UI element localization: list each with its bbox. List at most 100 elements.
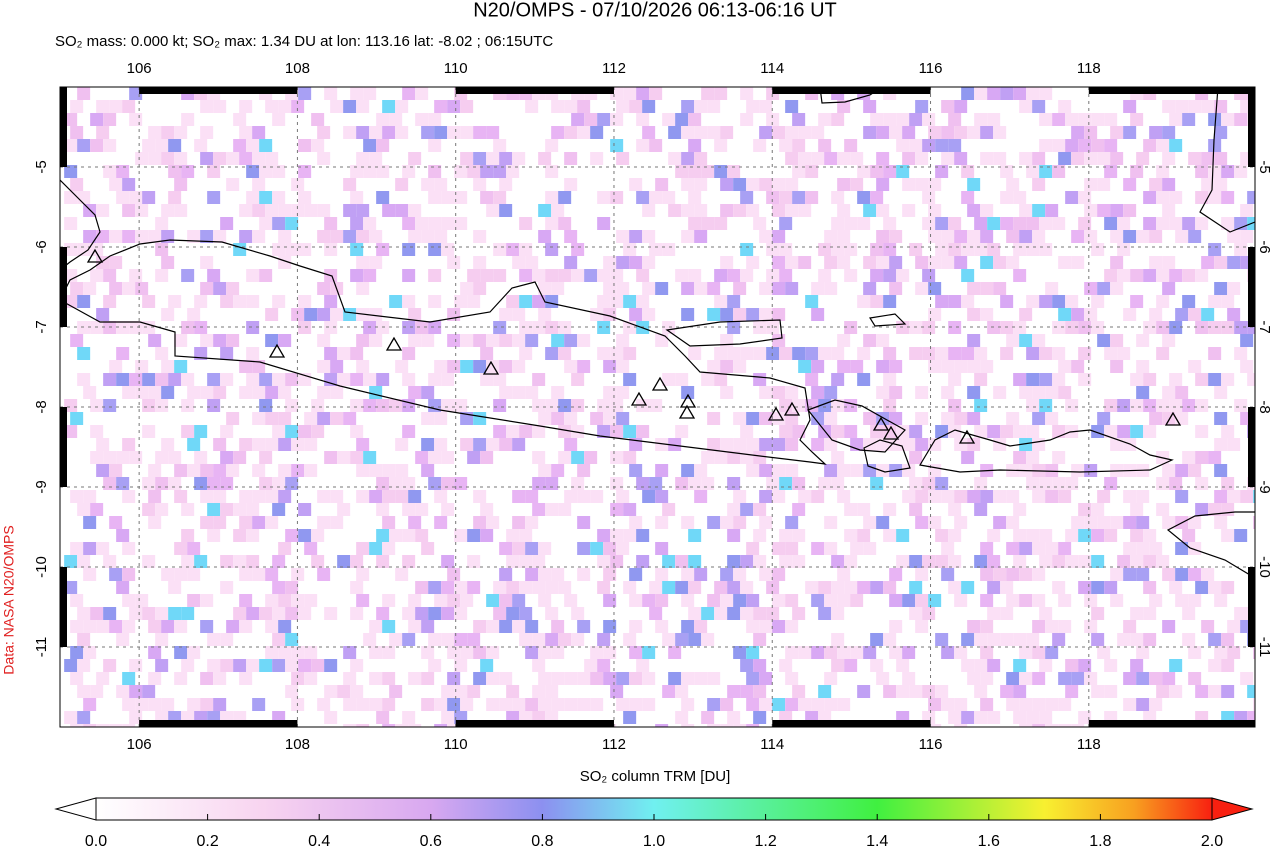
- texture-cell: [545, 347, 559, 360]
- texture-cell: [408, 204, 422, 217]
- texture-cell: [135, 698, 149, 711]
- texture-cell: [1188, 542, 1202, 555]
- texture-cell: [259, 659, 273, 672]
- texture-cell: [1026, 347, 1040, 360]
- frame-stripe: [60, 87, 67, 167]
- texture-cell: [870, 165, 884, 178]
- texture-cell: [954, 256, 968, 269]
- texture-cell: [733, 594, 747, 607]
- texture-cell: [402, 555, 416, 568]
- texture-cell: [785, 256, 799, 269]
- texture-cell: [1234, 321, 1248, 334]
- texture-cell: [941, 568, 955, 581]
- texture-cell: [584, 113, 598, 126]
- texture-cell: [733, 724, 747, 727]
- texture-cell: [96, 620, 110, 633]
- texture-cell: [603, 646, 617, 659]
- texture-cell: [954, 646, 968, 659]
- texture-cell: [681, 464, 695, 477]
- texture-cell: [369, 256, 383, 269]
- texture-cell: [889, 230, 903, 243]
- texture-cell: [1019, 152, 1033, 165]
- texture-cell: [304, 308, 318, 321]
- texture-cell: [512, 334, 526, 347]
- texture-cell: [174, 360, 188, 373]
- texture-cell: [467, 633, 481, 646]
- texture-cell: [1071, 256, 1085, 269]
- texture-cell: [122, 386, 136, 399]
- texture-cell: [629, 698, 643, 711]
- texture-cell: [870, 425, 884, 438]
- texture-cell: [1065, 399, 1079, 412]
- texture-cell: [889, 594, 903, 607]
- texture-cell: [688, 607, 702, 620]
- texture-cell: [525, 542, 539, 555]
- texture-cell: [447, 126, 461, 139]
- texture-cell: [1026, 711, 1040, 724]
- texture-cell: [746, 620, 760, 633]
- texture-cell: [1136, 334, 1150, 347]
- texture-cell: [954, 724, 968, 727]
- texture-cell: [967, 178, 981, 191]
- texture-cell: [753, 607, 767, 620]
- texture-cell: [77, 633, 91, 646]
- texture-cell: [909, 477, 923, 490]
- texture-cell: [493, 321, 507, 334]
- texture-cell: [1045, 204, 1059, 217]
- texture-cell: [1227, 620, 1241, 633]
- frame-stripe: [60, 407, 67, 487]
- texture-cell: [1169, 113, 1183, 126]
- texture-cell: [642, 256, 656, 269]
- texture-cell: [473, 490, 487, 503]
- texture-cell: [161, 126, 175, 139]
- texture-cell: [252, 516, 266, 529]
- texture-cell: [1058, 490, 1072, 503]
- texture-cell: [1156, 347, 1170, 360]
- texture-cell: [1123, 100, 1137, 113]
- texture-cell: [1006, 334, 1020, 347]
- texture-cell: [935, 295, 949, 308]
- texture-cell: [116, 347, 130, 360]
- texture-cell: [1084, 204, 1098, 217]
- texture-cell: [200, 256, 214, 269]
- texture-cell: [109, 100, 123, 113]
- texture-cell: [954, 516, 968, 529]
- texture-cell: [1221, 425, 1235, 438]
- texture-cell: [415, 113, 429, 126]
- texture-cell: [1084, 152, 1098, 165]
- texture-cell: [1240, 204, 1254, 217]
- texture-cell: [831, 581, 845, 594]
- texture-cell: [863, 334, 877, 347]
- texture-cell: [798, 360, 812, 373]
- texture-cell: [532, 451, 546, 464]
- texture-cell: [1110, 334, 1124, 347]
- texture-cell: [350, 243, 364, 256]
- texture-cell: [285, 373, 299, 386]
- texture-cell: [480, 503, 494, 516]
- texture-cell: [330, 386, 344, 399]
- texture-cell: [1201, 568, 1215, 581]
- texture-cell: [1188, 672, 1202, 685]
- texture-cell: [798, 646, 812, 659]
- frame-stripe: [139, 720, 298, 727]
- texture-cell: [642, 308, 656, 321]
- texture-cell: [577, 672, 591, 685]
- texture-cell: [480, 373, 494, 386]
- texture-cell: [1013, 633, 1027, 646]
- texture-cell: [597, 633, 611, 646]
- texture-cell: [122, 594, 136, 607]
- texture-cell: [746, 178, 760, 191]
- texture-cell: [1156, 321, 1170, 334]
- texture-cell: [1078, 503, 1092, 516]
- texture-cell: [213, 282, 227, 295]
- texture-cell: [122, 178, 136, 191]
- texture-cell: [454, 477, 468, 490]
- texture-cell: [116, 321, 130, 334]
- texture-cell: [90, 607, 104, 620]
- texture-cell: [220, 633, 234, 646]
- texture-cell: [441, 451, 455, 464]
- texture-cell: [161, 620, 175, 633]
- texture-cell: [207, 269, 221, 282]
- texture-cell: [1195, 269, 1209, 282]
- texture-cell: [954, 490, 968, 503]
